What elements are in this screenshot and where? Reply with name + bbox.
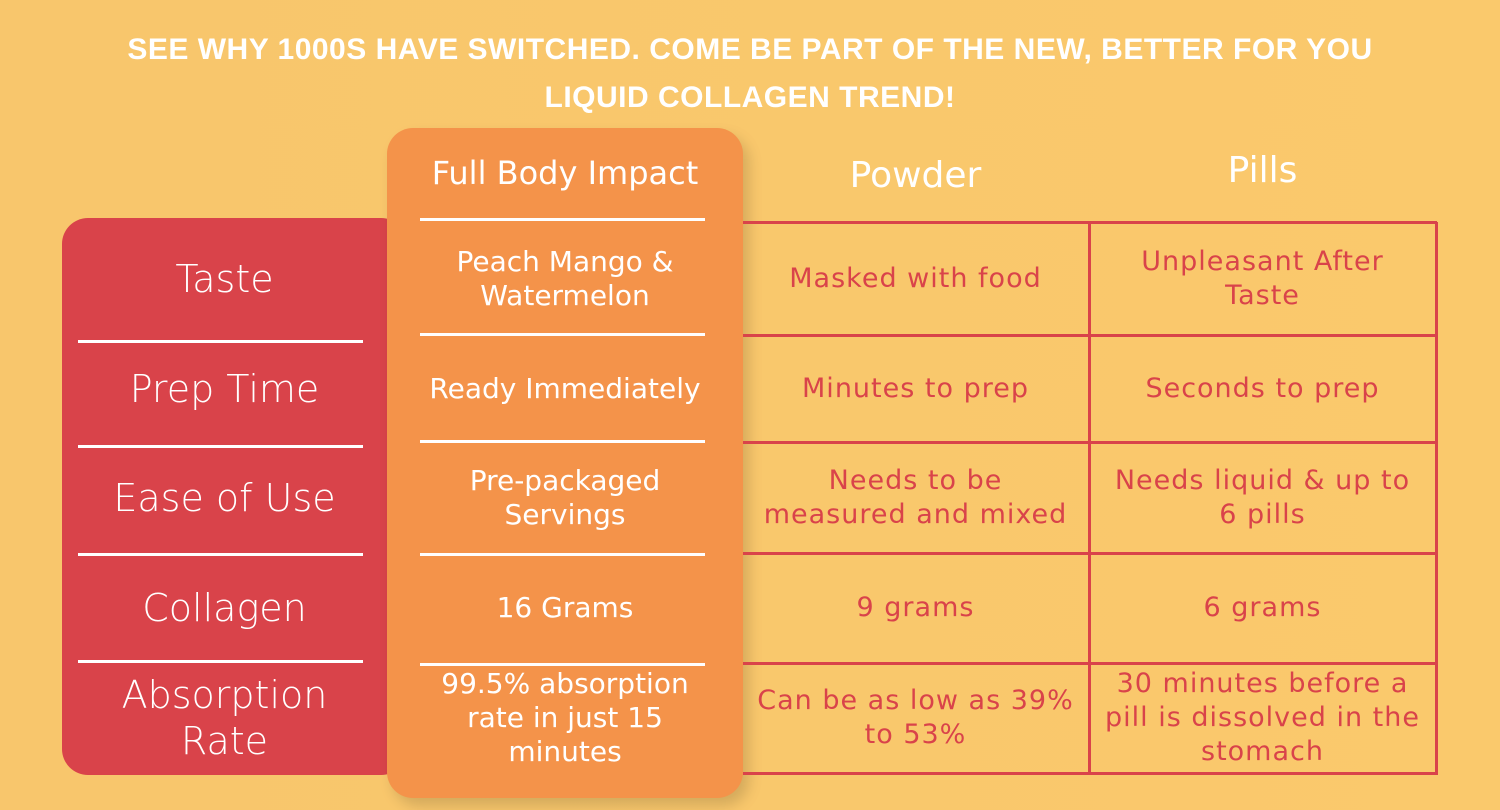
title: SEE WHY 1000S HAVE SWITCHED. COME BE PAR…	[127, 33, 1373, 114]
cell: 16 Grams	[496, 591, 634, 624]
cell: Can be as low as 39% to 53%	[757, 685, 1074, 750]
cell: 9 grams	[856, 592, 975, 623]
separator	[78, 445, 363, 448]
cell: Minutes to prep	[802, 372, 1029, 404]
cell: 30 minutes before a pill is dissolved in…	[1105, 668, 1420, 767]
separator	[78, 340, 363, 343]
row-label: Taste	[175, 256, 274, 301]
separator	[78, 553, 363, 556]
grid-line	[1435, 222, 1438, 775]
column-header: Full Body Impact	[431, 154, 699, 192]
row-label: Ease of Use	[113, 475, 336, 520]
cell: Seconds to prep	[1145, 372, 1380, 404]
row-label: Collagen	[142, 586, 307, 630]
column-header: Powder	[849, 154, 982, 196]
separator	[420, 663, 705, 666]
separator	[420, 333, 705, 336]
highlight-panel	[387, 128, 743, 798]
cell: Unpleasant After Taste	[1141, 245, 1384, 311]
cell: 6 grams	[1203, 592, 1322, 623]
column-header: Pills	[1227, 149, 1298, 191]
separator	[420, 553, 705, 556]
cell: Pre-packaged Servings	[469, 463, 661, 531]
cell: Ready Immediately	[429, 371, 701, 405]
label-panel	[62, 218, 407, 775]
row-label: Prep Time	[129, 366, 320, 411]
row-label: Absorption Rate	[121, 673, 328, 763]
cell: 99.5% absorption rate in just 15 minutes	[441, 667, 689, 768]
cell: Needs liquid & up to 6 pills	[1114, 464, 1411, 530]
separator	[420, 440, 705, 443]
cell: Peach Mango & Watermelon	[456, 244, 674, 312]
cell: Needs to be measured and mixed	[763, 464, 1068, 530]
separator	[78, 660, 363, 663]
separator	[420, 218, 705, 221]
cell: Masked with food	[789, 262, 1042, 294]
grid-line	[1088, 222, 1091, 775]
